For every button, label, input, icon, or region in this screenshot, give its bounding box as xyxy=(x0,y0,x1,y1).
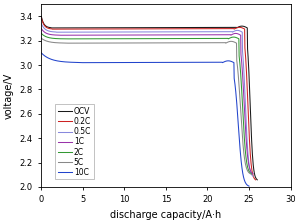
OCV xyxy=(40,15,43,18)
10C xyxy=(166,61,169,64)
10C xyxy=(172,61,175,64)
5C xyxy=(40,37,43,40)
Y-axis label: voltage/V: voltage/V xyxy=(4,72,14,119)
10C xyxy=(247,185,251,187)
0.2C xyxy=(52,28,56,30)
2C xyxy=(167,37,171,40)
0.5C xyxy=(163,30,166,33)
0.5C xyxy=(40,22,43,25)
2C xyxy=(220,37,224,40)
10C xyxy=(218,61,222,64)
1C xyxy=(52,34,56,36)
OCV xyxy=(256,179,259,181)
1C xyxy=(163,34,166,36)
5C xyxy=(173,41,176,44)
0.2C xyxy=(254,179,257,181)
1C xyxy=(222,33,226,36)
OCV xyxy=(53,27,56,29)
1C xyxy=(251,172,255,175)
Line: 0.2C: 0.2C xyxy=(41,17,256,180)
0.2C xyxy=(40,16,43,19)
0.2C xyxy=(164,28,168,30)
0.5C xyxy=(222,30,226,33)
5C xyxy=(167,41,170,44)
OCV xyxy=(226,26,229,29)
5C xyxy=(249,172,252,175)
0.5C xyxy=(168,30,172,33)
5C xyxy=(220,41,224,44)
5C xyxy=(161,41,165,44)
Legend: OCV, 0.2C, 0.5C, 1C, 2C, 5C, 10C: OCV, 0.2C, 0.5C, 1C, 2C, 5C, 10C xyxy=(55,104,94,179)
0.5C xyxy=(200,30,204,33)
5C xyxy=(52,41,56,44)
10C xyxy=(197,61,201,64)
10C xyxy=(52,59,56,62)
2C xyxy=(199,37,202,40)
5C xyxy=(198,41,202,44)
1C xyxy=(175,34,178,36)
Line: 0.5C: 0.5C xyxy=(41,24,253,176)
1C xyxy=(168,34,172,36)
10C xyxy=(160,61,164,64)
Line: 5C: 5C xyxy=(41,38,250,174)
2C xyxy=(173,37,177,40)
10C xyxy=(40,52,43,54)
Line: OCV: OCV xyxy=(41,16,257,180)
2C xyxy=(250,172,253,175)
Line: 10C: 10C xyxy=(41,53,249,186)
0.5C xyxy=(251,175,255,178)
X-axis label: discharge capacity/A·h: discharge capacity/A·h xyxy=(110,210,221,220)
0.5C xyxy=(52,31,56,33)
OCV xyxy=(203,26,207,29)
0.2C xyxy=(176,27,180,30)
0.5C xyxy=(175,30,178,33)
OCV xyxy=(171,26,174,29)
Line: 2C: 2C xyxy=(41,33,251,174)
0.2C xyxy=(224,27,228,30)
0.2C xyxy=(202,27,206,30)
OCV xyxy=(177,26,181,29)
2C xyxy=(40,32,43,35)
2C xyxy=(162,37,165,40)
Line: 1C: 1C xyxy=(41,28,253,174)
2C xyxy=(52,37,56,40)
1C xyxy=(40,27,43,30)
1C xyxy=(200,33,204,36)
OCV xyxy=(165,26,169,29)
0.2C xyxy=(169,28,173,30)
